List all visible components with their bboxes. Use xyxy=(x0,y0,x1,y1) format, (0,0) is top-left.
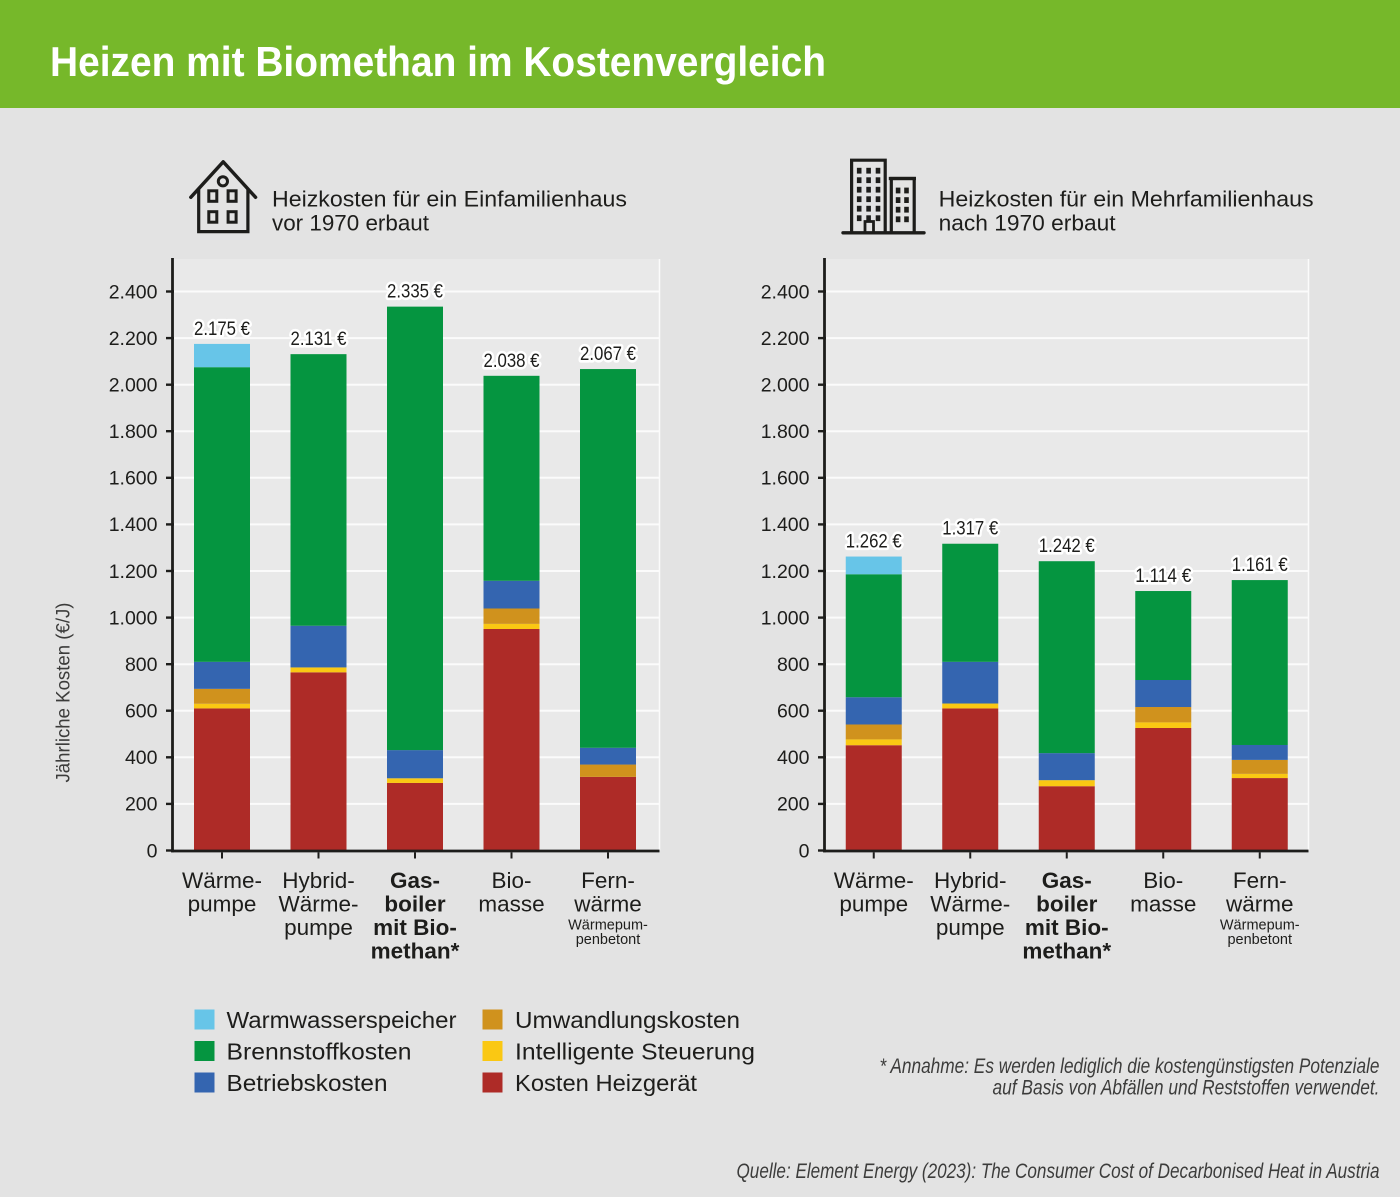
svg-text:pumpe: pumpe xyxy=(188,892,257,917)
svg-text:Wärmepum-: Wärmepum- xyxy=(568,918,648,934)
svg-text:2.038 €: 2.038 € xyxy=(484,351,540,372)
svg-text:1.000: 1.000 xyxy=(761,607,810,629)
svg-text:800: 800 xyxy=(125,654,158,676)
svg-text:pumpe: pumpe xyxy=(284,915,353,940)
svg-text:Heizen mit Biomethan im Kosten: Heizen mit Biomethan im Kostenvergleich xyxy=(50,38,826,85)
svg-text:pumpe: pumpe xyxy=(839,892,908,917)
svg-text:1.200: 1.200 xyxy=(761,561,810,583)
svg-text:Kosten Heizgerät: Kosten Heizgerät xyxy=(515,1070,698,1096)
svg-text:Bio-: Bio- xyxy=(1143,868,1183,893)
svg-text:Umwandlungskosten: Umwandlungskosten xyxy=(515,1007,740,1033)
svg-text:methan*: methan* xyxy=(371,939,460,964)
svg-text:2.000: 2.000 xyxy=(761,375,810,397)
svg-text:Hybrid-: Hybrid- xyxy=(934,868,1007,893)
svg-text:1.161 €: 1.161 € xyxy=(1232,555,1288,576)
svg-text:mit Bio-: mit Bio- xyxy=(1025,915,1109,940)
svg-text:mit Bio-: mit Bio- xyxy=(373,915,457,940)
svg-text:2.400: 2.400 xyxy=(109,281,158,303)
svg-text:1.400: 1.400 xyxy=(761,514,810,536)
svg-text:methan*: methan* xyxy=(1022,939,1111,964)
svg-text:1.262 €: 1.262 € xyxy=(846,532,902,553)
svg-text:Bio-: Bio- xyxy=(491,868,531,893)
svg-text:Heizkosten für ein Einfamilien: Heizkosten für ein Einfamilienhaus xyxy=(272,186,627,211)
svg-text:800: 800 xyxy=(777,654,810,676)
svg-text:auf Basis von Abfällen und Res: auf Basis von Abfällen und Reststoffen v… xyxy=(993,1077,1380,1100)
svg-text:vor 1970 erbaut: vor 1970 erbaut xyxy=(272,211,429,236)
svg-text:400: 400 xyxy=(777,747,810,769)
svg-text:Gas-: Gas- xyxy=(390,868,440,893)
svg-text:Wärmepum-: Wärmepum- xyxy=(1220,918,1300,934)
svg-text:Fern-: Fern- xyxy=(581,868,635,893)
svg-text:* Annahme: Es werden lediglich: * Annahme: Es werden lediglich die koste… xyxy=(880,1055,1380,1078)
svg-text:1.200: 1.200 xyxy=(109,561,158,583)
svg-text:1.800: 1.800 xyxy=(109,421,158,443)
svg-text:Wärme-: Wärme- xyxy=(930,892,1010,917)
svg-text:wärme: wärme xyxy=(573,892,642,917)
svg-text:2.200: 2.200 xyxy=(761,328,810,350)
svg-text:Wärme-: Wärme- xyxy=(834,868,914,893)
svg-text:1.600: 1.600 xyxy=(109,468,158,490)
svg-text:400: 400 xyxy=(125,747,158,769)
svg-text:Wärme-: Wärme- xyxy=(279,892,359,917)
svg-text:masse: masse xyxy=(1130,892,1196,917)
svg-text:200: 200 xyxy=(777,794,810,816)
svg-text:0: 0 xyxy=(799,840,810,862)
svg-text:2.200: 2.200 xyxy=(109,328,158,350)
svg-text:1.800: 1.800 xyxy=(761,421,810,443)
svg-text:nach 1970 erbaut: nach 1970 erbaut xyxy=(939,211,1116,236)
svg-text:600: 600 xyxy=(777,701,810,723)
svg-text:masse: masse xyxy=(478,892,544,917)
svg-text:Fern-: Fern- xyxy=(1233,868,1287,893)
svg-text:Quelle: Element Energy (2023):: Quelle: Element Energy (2023): The Consu… xyxy=(737,1160,1380,1183)
svg-text:Intelligente Steuerung: Intelligente Steuerung xyxy=(515,1039,755,1065)
svg-text:1.400: 1.400 xyxy=(109,514,158,536)
svg-text:Jährliche Kosten (€/J): Jährliche Kosten (€/J) xyxy=(53,603,75,783)
svg-text:boiler: boiler xyxy=(384,892,446,917)
svg-text:boiler: boiler xyxy=(1036,892,1098,917)
svg-text:2.400: 2.400 xyxy=(761,281,810,303)
svg-text:200: 200 xyxy=(125,794,158,816)
svg-text:Brennstoffkosten: Brennstoffkosten xyxy=(227,1039,412,1065)
svg-text:2.175 €: 2.175 € xyxy=(194,319,250,340)
svg-text:penbetont: penbetont xyxy=(1227,932,1292,948)
svg-text:1.600: 1.600 xyxy=(761,468,810,490)
svg-text:1.242 €: 1.242 € xyxy=(1039,536,1095,557)
svg-text:1.000: 1.000 xyxy=(109,607,158,629)
svg-text:600: 600 xyxy=(125,701,158,723)
svg-text:0: 0 xyxy=(147,840,158,862)
svg-text:Betriebskosten: Betriebskosten xyxy=(227,1070,388,1096)
svg-text:2.067 €: 2.067 € xyxy=(580,344,636,365)
svg-text:Hybrid-: Hybrid- xyxy=(282,868,355,893)
svg-text:2.335 €: 2.335 € xyxy=(387,282,443,303)
svg-text:Wärme-: Wärme- xyxy=(182,868,262,893)
svg-text:Heizkosten für ein Mehrfamilie: Heizkosten für ein Mehrfamilienhaus xyxy=(939,186,1314,211)
svg-text:Warmwasserspeicher: Warmwasserspeicher xyxy=(227,1007,457,1033)
svg-text:pumpe: pumpe xyxy=(936,915,1005,940)
svg-text:2.000: 2.000 xyxy=(109,375,158,397)
svg-text:Gas-: Gas- xyxy=(1042,868,1092,893)
svg-text:penbetont: penbetont xyxy=(576,932,641,948)
svg-text:2.131 €: 2.131 € xyxy=(291,329,347,350)
svg-text:1.317 €: 1.317 € xyxy=(942,519,998,540)
svg-text:wärme: wärme xyxy=(1225,892,1294,917)
svg-text:1.114 €: 1.114 € xyxy=(1135,566,1191,587)
